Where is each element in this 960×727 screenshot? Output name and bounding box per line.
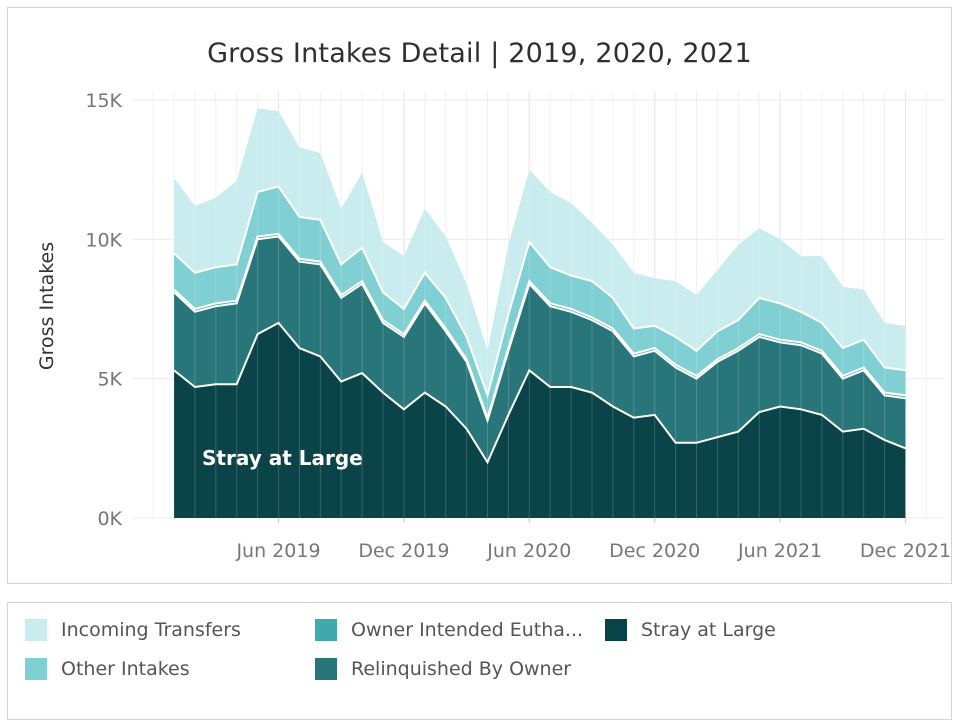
x-axis: Jun 2019 Dec 2019 Jun 2020 Dec 2020 Jun 2021… [235,518,951,562]
chart-title: Gross Intakes Detail | 2019, 2020, 2021 [207,38,752,69]
y-axis-label: Gross Intakes [36,242,58,370]
legend-label: Relinquished By Owner [351,658,572,680]
month-separators [173,108,906,518]
legend-item-owner-intended-euthanasia[interactable]: Owner Intended Eutha... [315,619,583,641]
legend-item-other-intakes[interactable]: Other Intakes [25,658,190,680]
legend: Incoming Transfers Owner Intended Eutha.… [7,602,952,720]
y-axis: 0K 5K 10K 15K Gross Intakes [36,90,123,530]
x-tick-label: Jun 2020 [486,540,571,562]
area-stray-at-large [174,322,906,518]
legend-swatch [315,658,337,680]
boundary-line [173,321,906,465]
area-other-intakes [174,186,906,418]
x-tick-label: Dec 2020 [609,540,700,562]
y-tick-label: 5K [97,369,122,391]
legend-label: Other Intakes [61,658,190,680]
x-tick-label: Dec 2021 [860,540,951,562]
y-tick-label: 0K [97,508,122,530]
x-tick-label: Dec 2019 [358,540,449,562]
legend-item-relinquished-by-owner[interactable]: Relinquished By Owner [315,658,571,680]
boundary-line [173,235,906,424]
y-tick-label: 10K [85,229,122,251]
legend-swatch [25,619,47,641]
boundary-line [173,232,906,421]
legend-swatch [25,658,47,680]
legend-label: Owner Intended Eutha... [351,619,584,641]
legend-label: Incoming Transfers [61,619,241,641]
x-tick-label: Jun 2021 [737,540,822,562]
layer-boundaries [173,185,906,465]
legend-swatch [605,619,627,641]
areas [174,108,906,518]
legend-item-stray-at-large[interactable]: Stray at Large [605,619,776,641]
area-incoming-transfers [174,108,906,396]
legend-item-incoming-transfers[interactable]: Incoming Transfers [25,619,241,641]
legend-label: Stray at Large [641,619,776,641]
boundary-line [173,185,906,399]
x-tick-label: Jun 2019 [235,540,320,562]
legend-swatch [315,619,337,641]
area-relinquished-by-owner [174,236,906,463]
y-tick-label: 15K [85,90,122,112]
series-annotation-stray-at-large: Stray at Large [202,446,363,470]
